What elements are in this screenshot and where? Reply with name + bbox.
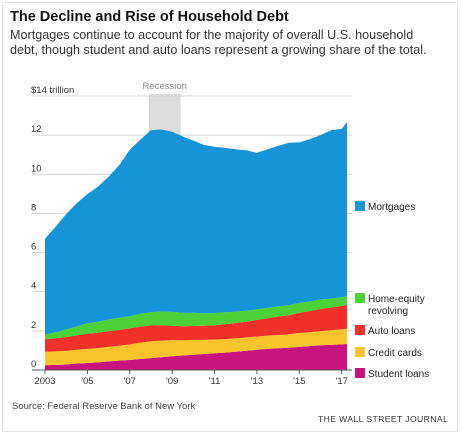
area-credit-cards xyxy=(45,328,347,366)
legend-label-credit-cards: Credit cards xyxy=(368,348,422,359)
y-tick-label: 12 xyxy=(31,124,42,135)
chart-subtitle: Mortgages continue to account for the ma… xyxy=(10,28,427,57)
legend-swatch-home-equity-revolving xyxy=(355,293,365,303)
x-tick-label: '17 xyxy=(336,376,348,387)
legend-swatch-mortgages xyxy=(355,201,365,211)
publisher-credit: THE WALL STREET JOURNAL xyxy=(318,414,449,424)
y-tick-label: 8 xyxy=(31,202,36,213)
legend-swatch-credit-cards xyxy=(355,347,365,357)
legend-label-mortgages: Mortgages xyxy=(368,202,415,213)
x-tick-label: '07 xyxy=(124,376,136,387)
area-student-loans xyxy=(45,344,347,370)
x-tick-label: '05 xyxy=(81,376,93,387)
area-mortgages xyxy=(45,122,347,335)
legend-label-student-loans: Student loans xyxy=(368,369,429,380)
legend-swatch-auto-loans xyxy=(355,325,365,335)
area-home-equity-revolving xyxy=(45,296,347,340)
recession-label: Recession xyxy=(143,81,187,92)
y-tick-label: 10 xyxy=(31,163,42,174)
x-tick-label: '09 xyxy=(166,376,178,387)
area-auto-loans xyxy=(45,305,347,352)
y-tick-label: 2 xyxy=(31,320,36,331)
legend-swatch-student-loans xyxy=(355,368,365,378)
x-tick-label: '13 xyxy=(251,376,263,387)
legend-label-auto-loans: Auto loans xyxy=(368,326,415,337)
chart-frame xyxy=(2,2,458,432)
y-tick-label: 0 xyxy=(31,359,36,370)
legend-label-home-equity-revolving: Home-equity xyxy=(368,294,425,305)
x-tick-label: '11 xyxy=(209,376,221,387)
source-note: Source: Federal Reserve Bank of New York xyxy=(12,401,196,412)
chart-title: The Decline and Rise of Household Debt xyxy=(10,9,289,25)
y-tick-label: 4 xyxy=(31,281,36,292)
y-tick-label: 6 xyxy=(31,242,36,253)
y-unit-label: $14 trillion xyxy=(31,85,74,96)
legend-label-home-equity-revolving-cont: revolving xyxy=(368,306,408,317)
x-tick-label: 2003 xyxy=(34,376,55,387)
x-tick-label: '15 xyxy=(293,376,305,387)
